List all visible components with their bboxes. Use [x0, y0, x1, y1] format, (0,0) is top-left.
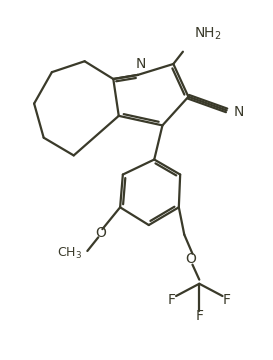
Text: O: O: [186, 252, 197, 266]
Text: CH$_3$: CH$_3$: [57, 246, 82, 261]
Text: F: F: [222, 293, 231, 307]
Text: N: N: [135, 57, 146, 71]
Text: NH$_2$: NH$_2$: [194, 26, 221, 42]
Text: O: O: [96, 226, 106, 240]
Text: F: F: [168, 293, 176, 307]
Text: F: F: [195, 310, 203, 324]
Text: N: N: [233, 105, 244, 119]
